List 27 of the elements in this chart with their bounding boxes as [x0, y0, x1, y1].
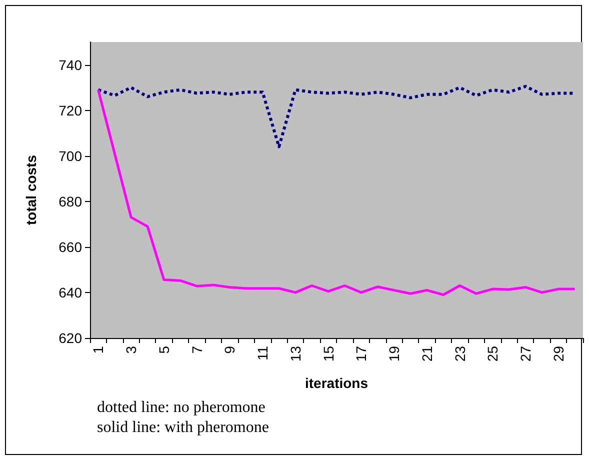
x-tick-label: 23 — [452, 346, 468, 362]
y-tick-label: 680 — [58, 193, 82, 210]
y-tick-label: 640 — [58, 284, 82, 300]
x-tick-label: 7 — [188, 346, 205, 354]
y-tick-label: 700 — [58, 148, 82, 164]
line-series — [96, 88, 576, 296]
text: solid line: with pheromone — [97, 418, 269, 438]
x-tick-label: 29 — [550, 346, 566, 362]
x-tick-label: 3 — [123, 346, 140, 354]
y-tick-label: 660 — [58, 238, 82, 255]
text: dotted line: no pheromone — [97, 398, 266, 418]
x-tick-label: 25 — [484, 346, 501, 362]
x-tick-label: 17 — [353, 346, 370, 362]
x-tick-label: 21 — [418, 346, 435, 362]
x-tick-label: 9 — [222, 346, 238, 354]
y-tick-label: 740 — [58, 56, 82, 73]
x-tick-label: 15 — [320, 346, 336, 362]
y-tick-label: 720 — [58, 102, 82, 118]
x-axis-title: iterations — [304, 375, 368, 391]
x-tick-label: 13 — [287, 346, 304, 362]
x-tick-label: 19 — [386, 346, 402, 362]
x-tick-label: 11 — [254, 346, 271, 361]
x-tick-label: 1 — [90, 346, 106, 354]
y-axis-title: total costs — [23, 154, 39, 226]
x-tick-label: 5 — [156, 346, 172, 354]
y-tick-label: 620 — [58, 330, 82, 346]
x-tick-label: 27 — [517, 346, 534, 362]
